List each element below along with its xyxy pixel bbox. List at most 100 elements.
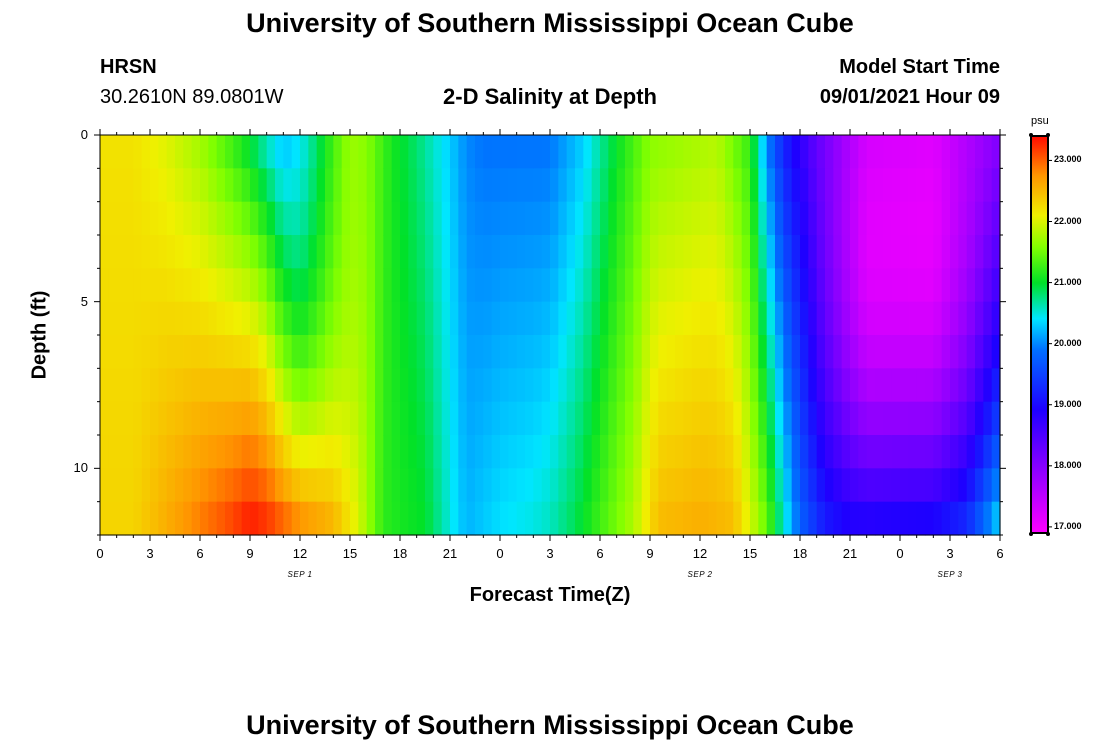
x-tick-label: 3 (546, 546, 554, 561)
heatmap-cell (875, 401, 884, 436)
heatmap-cell (933, 435, 943, 469)
heatmap-cell (683, 435, 693, 469)
heatmap-cell (583, 135, 593, 169)
heatmap-cell (450, 235, 459, 269)
heatmap-cell (958, 468, 968, 503)
heatmap-cell (325, 201, 334, 236)
heatmap-cell (141, 301, 151, 336)
heatmap-cell (441, 135, 451, 169)
heatmap-cell (141, 135, 151, 169)
heatmap-cell (241, 135, 251, 169)
heatmap-cell (158, 335, 168, 369)
heatmap-cell (641, 268, 651, 303)
heatmap-cell (458, 468, 468, 503)
heatmap-cell (525, 468, 534, 503)
heatmap-cell (733, 335, 743, 369)
heatmap-cell (291, 468, 301, 503)
heatmap-cell (283, 301, 293, 336)
heatmap-cell (408, 135, 418, 169)
heatmap-cell (258, 368, 268, 403)
heatmap-cell (341, 135, 351, 169)
heatmap-cell (641, 335, 651, 369)
heatmap-cell (541, 468, 551, 503)
heatmap-cell (850, 401, 859, 436)
heatmap-cell (591, 168, 601, 203)
heatmap-cell (150, 301, 159, 336)
heatmap-cell (816, 201, 826, 236)
heatmap-cell (491, 468, 501, 503)
heatmap-cell (933, 168, 943, 203)
heatmap-cell (625, 435, 634, 469)
heatmap-cell (908, 201, 918, 236)
heatmap-cell (383, 435, 393, 469)
heatmap-cell (741, 335, 751, 369)
heatmap-cell (633, 301, 643, 336)
heatmap-cell (458, 201, 468, 236)
heatmap-cell (525, 335, 534, 369)
heatmap-cell (608, 201, 618, 236)
heatmap-cell (966, 335, 976, 369)
heatmap-cell (558, 135, 568, 169)
heatmap-cell (791, 501, 801, 536)
x-tick-label: 21 (842, 546, 858, 561)
heatmap-cell (616, 501, 626, 536)
heatmap-cell (566, 468, 576, 503)
heatmap-cell (700, 335, 709, 369)
heatmap-cell (641, 168, 651, 203)
heatmap-cell (666, 401, 676, 436)
heatmap-cell (816, 335, 826, 369)
heatmap-cell (908, 135, 918, 169)
heatmap-cell (975, 168, 984, 203)
heatmap-cell (883, 368, 893, 403)
heatmap-cell (341, 301, 351, 336)
heatmap-cell (808, 368, 818, 403)
x-tick-label: 12 (292, 546, 308, 561)
heatmap-cell (366, 301, 376, 336)
heatmap-cell (333, 435, 343, 469)
heatmap-cell (825, 335, 834, 369)
heatmap-cell (366, 201, 376, 236)
heatmap-cell (300, 435, 309, 469)
heatmap-cell (583, 335, 593, 369)
heatmap-cell (591, 468, 601, 503)
heatmap-cell (183, 168, 193, 203)
heatmap-cell (691, 368, 701, 403)
heatmap-cell (633, 401, 643, 436)
heatmap-cell (500, 368, 509, 403)
heatmap-cell (200, 201, 209, 236)
heatmap-cell (516, 135, 526, 169)
heatmap-cell (250, 368, 259, 403)
heatmap-cell (508, 368, 518, 403)
heatmap-cell (716, 135, 726, 169)
heatmap-cell (975, 201, 984, 236)
heatmap-cell (350, 401, 359, 436)
colorbar-corner (1029, 532, 1033, 536)
heatmap-cell (500, 468, 509, 503)
heatmap-cell (975, 268, 984, 303)
heatmap-cell (325, 301, 334, 336)
heatmap-cell (633, 368, 643, 403)
heatmap-cell (958, 401, 968, 436)
heatmap-cell (941, 435, 951, 469)
heatmap-cell (900, 268, 909, 303)
heatmap-cell (475, 468, 484, 503)
heatmap-cell (625, 401, 634, 436)
heatmap-cell (583, 168, 593, 203)
heatmap-cell (816, 268, 826, 303)
day-label: SEP 3 (937, 570, 963, 579)
colorbar-corner (1046, 532, 1050, 536)
heatmap-cell (725, 201, 734, 236)
heatmap-cell (266, 468, 276, 503)
heatmap-cell (233, 368, 243, 403)
heatmap-cell (191, 168, 201, 203)
heatmap-cell (900, 468, 909, 503)
heatmap-cell (633, 335, 643, 369)
heatmap-cell (966, 135, 976, 169)
heatmap-cell (816, 401, 826, 436)
heatmap-cell (900, 401, 909, 436)
heatmap-cell (933, 235, 943, 269)
heatmap-cell (575, 301, 584, 336)
heatmap-cell (633, 235, 643, 269)
heatmap-cell (808, 235, 818, 269)
heatmap-cell (566, 401, 576, 436)
